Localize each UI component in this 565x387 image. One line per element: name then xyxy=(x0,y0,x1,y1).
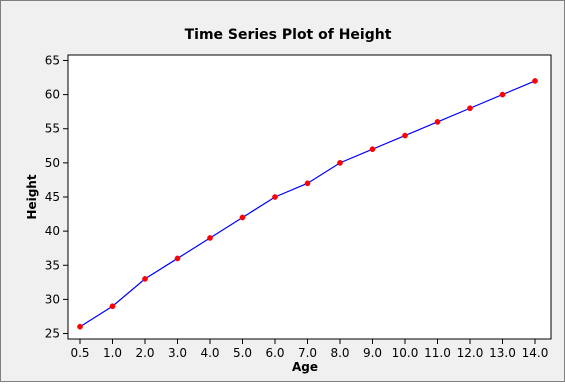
data-point xyxy=(272,194,278,200)
x-tick-label: 12.0 xyxy=(457,346,484,360)
data-point xyxy=(434,119,441,125)
chart-title: Time Series Plot of Height xyxy=(185,27,392,43)
x-tick-label: 6.0 xyxy=(265,346,284,360)
y-tick-label: 45 xyxy=(45,190,60,204)
plot-area xyxy=(67,54,552,340)
y-tick-label: 60 xyxy=(45,88,60,102)
data-point xyxy=(304,180,311,187)
data-point xyxy=(142,276,148,282)
data-point xyxy=(369,146,376,153)
data-point xyxy=(499,91,506,98)
x-tick-label: 2.0 xyxy=(135,346,154,360)
x-tick-label: 5.0 xyxy=(233,346,252,360)
x-tick-label: 11.0 xyxy=(424,346,451,360)
x-tick-label: 8.0 xyxy=(330,346,349,360)
x-tick-label: 13.0 xyxy=(489,346,516,360)
data-point xyxy=(239,214,246,221)
x-axis-title: Age xyxy=(292,360,318,374)
data-point xyxy=(402,132,408,139)
data-point xyxy=(467,105,473,112)
data-point xyxy=(109,303,116,310)
y-tick-label: 55 xyxy=(45,122,60,136)
x-tick-label: 9.0 xyxy=(363,346,382,360)
data-point xyxy=(532,78,538,84)
x-tick-label: 10.0 xyxy=(392,346,419,360)
data-point xyxy=(174,255,181,262)
y-tick-label: 30 xyxy=(45,292,60,306)
data-point xyxy=(207,235,213,241)
x-tick-label: 1.0 xyxy=(103,346,122,360)
y-axis-title: Height xyxy=(25,174,39,219)
x-tick-label: 4.0 xyxy=(200,346,219,360)
x-axis: 0.5 1.0 2.0 3.0 4.0 5.0 6.0 7.0 8.0 9.0 10.0 11.0 12… xyxy=(70,339,548,360)
y-tick-label: 65 xyxy=(45,53,60,67)
y-tick-label: 25 xyxy=(45,327,60,341)
marker-layer xyxy=(77,78,538,330)
y-tick-label: 35 xyxy=(45,258,60,272)
data-point xyxy=(337,160,343,166)
x-tick-label: 14.0 xyxy=(522,346,549,360)
y-axis: 25 30 35 40 45 50 55 60 65 xyxy=(45,53,68,341)
x-tick-label: 0.5 xyxy=(70,346,89,360)
y-tick-label: 40 xyxy=(45,224,60,238)
data-point xyxy=(77,323,83,330)
y-tick-label: 50 xyxy=(45,156,60,170)
x-tick-label: 3.0 xyxy=(168,346,187,360)
x-tick-label: 7.0 xyxy=(298,346,317,360)
